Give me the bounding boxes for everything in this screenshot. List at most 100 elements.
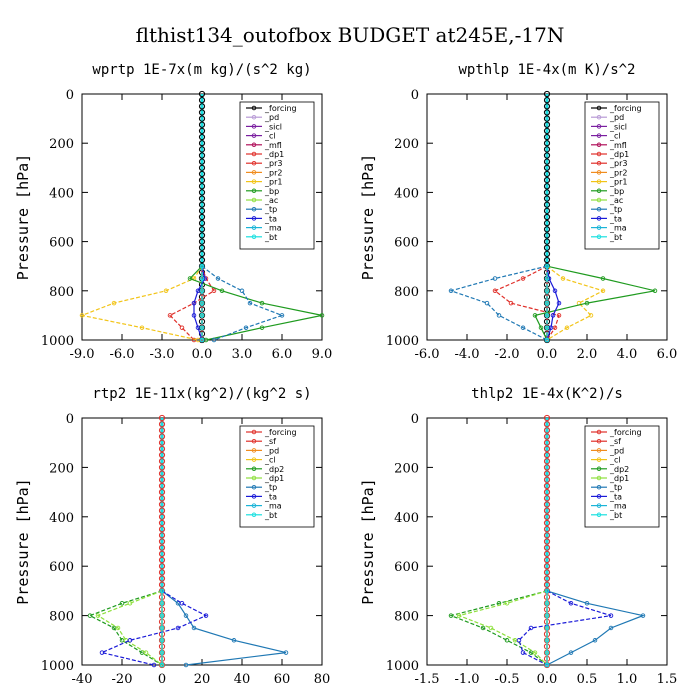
data-point [480, 625, 486, 631]
legend-entry: _pr3 [264, 159, 282, 168]
legend-entry: _dp2 [264, 465, 284, 474]
legend-entry: _pd [609, 113, 624, 122]
zero-line-marker [158, 489, 166, 496]
data-point [159, 588, 165, 594]
y-tick-label: 200 [49, 137, 74, 152]
legend-entry: _forcing [609, 428, 642, 437]
zero-line-marker [158, 464, 166, 471]
zero-line-marker [543, 476, 551, 483]
zero-line-marker [198, 183, 206, 190]
zero-line-marker [198, 109, 206, 116]
legend-marker [596, 179, 602, 184]
zero-line-marker [198, 213, 206, 221]
zero-line-marker [158, 507, 166, 514]
y-tick-label: 0 [66, 88, 74, 103]
legend-marker [596, 466, 602, 472]
zero-line-marker [158, 414, 166, 422]
zero-line-marker [158, 445, 166, 452]
zero-line-marker [543, 495, 551, 502]
zero-line-marker [543, 109, 551, 116]
legend-marker [596, 142, 602, 148]
legend-marker [596, 438, 602, 444]
data-point [496, 313, 502, 318]
series-line [161, 590, 287, 666]
y-tick-label: 800 [394, 610, 419, 625]
data-point [159, 638, 165, 643]
data-point [203, 613, 209, 618]
panel-title: thlp2 1E-4x(K^2)/s [471, 386, 623, 402]
zero-line-marker [198, 244, 206, 251]
data-point [283, 650, 289, 655]
legend-entry: _ta [609, 214, 622, 223]
legend-entry: _ma [264, 502, 282, 511]
data-point [564, 325, 570, 330]
data-point [520, 650, 526, 655]
data-point [568, 601, 574, 606]
data-point [199, 288, 205, 294]
legend-marker [596, 170, 602, 175]
data-point [127, 601, 133, 606]
legend-marker [251, 206, 257, 212]
zero-line-marker [158, 556, 166, 564]
legend-entry: _dp1 [264, 474, 284, 483]
y-tick-label: 800 [49, 285, 74, 300]
data-point [187, 276, 193, 281]
legend-entry: _cl [609, 456, 621, 465]
zero-line-marker [543, 563, 551, 570]
zero-line-marker [158, 476, 166, 483]
zero-line-marker [543, 170, 551, 178]
data-point [219, 288, 225, 294]
y-tick-label: 400 [394, 511, 419, 526]
zero-line-marker [543, 581, 551, 588]
legend-entry: _mfl [609, 141, 627, 150]
zero-line-marker [198, 97, 206, 104]
data-point [584, 300, 590, 306]
series-line [493, 265, 560, 341]
legend-marker [251, 133, 257, 138]
y-tick-label: 800 [394, 285, 419, 300]
legend-entry: _sicl [609, 122, 627, 131]
zero-line-marker [158, 451, 166, 459]
data-point [199, 313, 205, 318]
y-axis-label: Pressure [hPa] [359, 478, 377, 604]
y-tick-label: 600 [49, 236, 74, 251]
zero-line-marker [158, 532, 166, 539]
series-line [100, 590, 208, 666]
zero-line-marker [543, 238, 551, 245]
data-point [588, 313, 594, 318]
x-tick-label: 0.0 [537, 347, 558, 362]
y-tick-label: 800 [49, 610, 74, 625]
data-point [199, 300, 205, 306]
zero-line-marker [158, 470, 166, 477]
legend-entry: _bt [609, 233, 622, 242]
series-line [188, 265, 323, 341]
zero-line-marker [198, 238, 206, 245]
data-point [532, 650, 538, 655]
data-point [568, 650, 574, 655]
zero-line-marker [543, 445, 551, 452]
legend-entry: _cl [264, 132, 276, 141]
series-line [193, 266, 206, 341]
chart-panel-1: wprtp 1E-7x(m kg)/(s^2 kg) Pressure [hPa]… [14, 62, 332, 362]
legend-entry: _pr2 [264, 168, 282, 177]
zero-line-marker [543, 103, 551, 110]
data-point [484, 300, 490, 306]
zero-line-marker [158, 569, 166, 576]
x-tick-label: 60 [274, 672, 291, 687]
data-point [584, 601, 590, 606]
zero-line-marker [198, 90, 206, 98]
data-point [199, 325, 205, 330]
legend-entry: _bt [264, 233, 277, 242]
y-tick-label: 600 [394, 236, 419, 251]
legend-marker [251, 170, 257, 175]
panel-title: wprtp 1E-7x(m kg)/(s^2 kg) [92, 62, 311, 78]
zero-line-marker [543, 464, 551, 471]
zero-line-marker [198, 133, 206, 141]
zero-line-marker [543, 482, 551, 490]
data-point [520, 276, 526, 281]
data-point [99, 650, 105, 655]
panel-title: wpthlp 1E-4x(m K)/s^2 [458, 62, 635, 78]
zero-line-marker [543, 232, 551, 239]
legend-entry: _bt [264, 511, 277, 520]
